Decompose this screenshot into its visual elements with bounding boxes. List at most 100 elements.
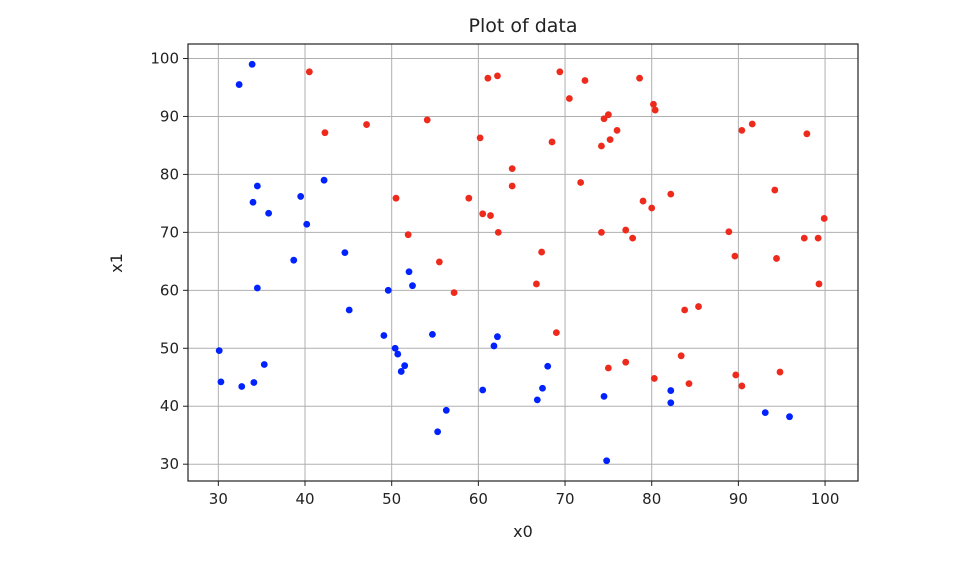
data-point <box>622 358 630 366</box>
data-point <box>465 194 473 202</box>
data-point <box>539 384 546 392</box>
x-axis-label: x0 <box>513 522 533 541</box>
data-point <box>648 204 656 212</box>
data-point <box>738 382 746 390</box>
data-point <box>639 197 647 205</box>
data-point <box>321 129 329 137</box>
data-point <box>677 352 685 360</box>
data-point <box>636 74 643 82</box>
data-point <box>565 95 573 102</box>
data-point <box>725 228 733 236</box>
data-point <box>265 209 273 217</box>
data-point <box>341 249 349 257</box>
x-tick-label: 100 <box>811 490 840 508</box>
data-point <box>253 182 261 190</box>
data-point <box>622 226 630 234</box>
x-tick-label: 90 <box>729 490 748 508</box>
data-point <box>476 134 484 142</box>
x-tick-label: 70 <box>555 490 574 508</box>
data-point <box>250 379 258 386</box>
x-tick-label: 40 <box>295 490 314 508</box>
data-point <box>401 362 409 370</box>
data-point <box>533 396 541 404</box>
data-point <box>600 115 608 123</box>
data-point <box>685 380 693 388</box>
data-point <box>776 368 784 376</box>
data-point <box>598 228 605 236</box>
data-point <box>581 77 589 84</box>
data-point <box>405 268 413 276</box>
y-tick-label: 30 <box>160 455 179 473</box>
data-point <box>814 234 822 242</box>
data-point <box>290 256 298 264</box>
data-points <box>215 60 828 465</box>
data-point <box>604 111 612 119</box>
data-point <box>786 413 793 421</box>
data-point <box>800 234 808 242</box>
data-point <box>732 371 740 379</box>
data-point <box>434 428 442 436</box>
data-point <box>803 130 811 138</box>
data-point <box>303 220 311 228</box>
data-point <box>394 350 402 358</box>
data-point <box>435 258 443 266</box>
data-point <box>384 286 392 294</box>
data-point <box>423 116 431 124</box>
data-point <box>494 228 502 236</box>
plot-frame <box>187 43 859 482</box>
data-point <box>442 406 450 414</box>
data-point <box>508 182 516 190</box>
data-point <box>429 330 436 338</box>
chart-title: Plot of data <box>469 15 578 37</box>
data-point <box>320 176 328 184</box>
gridlines <box>188 44 858 481</box>
data-point <box>761 409 769 417</box>
data-point <box>487 212 494 219</box>
data-point <box>667 399 675 407</box>
y-tick-label: 60 <box>160 281 179 299</box>
data-point <box>380 332 388 339</box>
data-point <box>494 72 501 80</box>
data-point <box>651 106 659 114</box>
data-point <box>771 186 779 194</box>
data-point <box>773 255 780 262</box>
data-point <box>345 306 353 314</box>
data-point <box>820 215 828 222</box>
data-point <box>363 121 370 128</box>
data-point <box>450 289 458 297</box>
data-point <box>404 231 412 239</box>
data-point <box>748 120 756 128</box>
data-point <box>248 60 256 68</box>
data-point <box>392 194 400 202</box>
data-point <box>681 306 689 314</box>
data-point <box>548 138 556 146</box>
y-tick-label: 70 <box>160 223 179 241</box>
x-tick-label: 30 <box>209 490 228 508</box>
data-point <box>667 190 675 198</box>
data-point <box>490 342 498 350</box>
data-point <box>409 282 416 290</box>
data-point <box>238 383 246 390</box>
data-point <box>215 347 223 354</box>
data-point <box>650 375 658 382</box>
data-point <box>533 280 540 288</box>
data-point <box>544 362 552 370</box>
data-point <box>297 193 305 200</box>
y-tick-labels: 30 40 50 60 70 80 90 100 <box>150 49 179 473</box>
data-point <box>260 361 268 368</box>
data-point <box>305 68 313 76</box>
data-point <box>650 100 657 108</box>
data-point <box>629 234 637 242</box>
data-point <box>695 303 702 310</box>
data-point <box>484 74 492 82</box>
data-point <box>508 165 516 173</box>
x-tick-label: 80 <box>642 490 661 508</box>
data-point <box>479 386 487 394</box>
data-point <box>479 210 487 218</box>
data-point <box>606 136 614 144</box>
y-tick-label: 50 <box>160 339 179 357</box>
data-point <box>391 344 399 352</box>
y-axis-label: x1 <box>107 253 126 273</box>
data-point <box>815 280 823 288</box>
